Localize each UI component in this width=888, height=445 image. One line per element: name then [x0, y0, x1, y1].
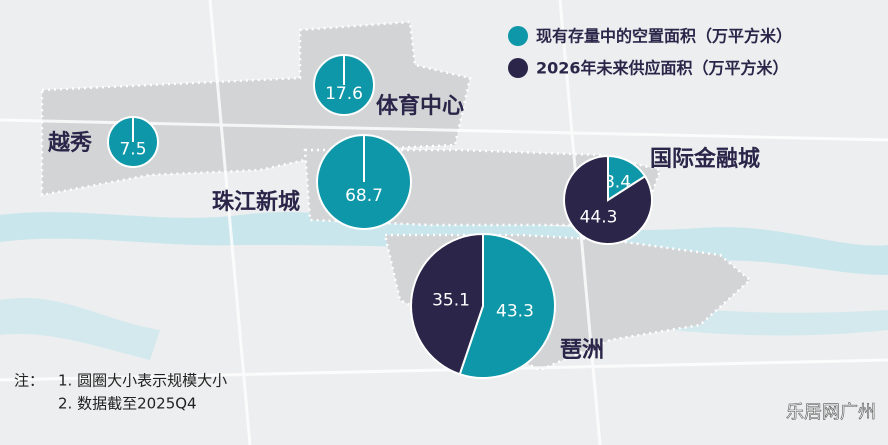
- legend-marker: [508, 26, 528, 46]
- note-item: 1. 圆圈大小表示规模大小: [58, 372, 227, 390]
- watermark: 乐居网广州: [786, 402, 876, 423]
- legend-label: 现有存量中的空置面积（万平方米）: [536, 27, 792, 46]
- legend-marker: [508, 58, 528, 78]
- value-label: 35.1: [432, 291, 470, 311]
- value-label: 43.3: [496, 301, 534, 321]
- pie-slice: [563, 154, 653, 245]
- note-item: 2. 数据截至2025Q4: [58, 395, 197, 413]
- value-label: 68.7: [345, 186, 383, 206]
- value-label: 8.4: [604, 173, 631, 193]
- value-label: 17.6: [325, 84, 363, 104]
- region-label: 珠江新城: [212, 189, 300, 215]
- note-prefix: 注：: [14, 372, 44, 390]
- legend-label: 2026年未来供应面积（万平方米）: [536, 59, 789, 78]
- value-label: 44.3: [580, 207, 618, 227]
- region-label: 体育中心: [376, 93, 464, 119]
- region-label: 越秀: [47, 131, 92, 156]
- pie-slice: [410, 232, 484, 376]
- region-label: 琶洲: [560, 338, 604, 363]
- value-label: 7.5: [119, 140, 146, 160]
- region-label: 国际金融城: [650, 146, 760, 172]
